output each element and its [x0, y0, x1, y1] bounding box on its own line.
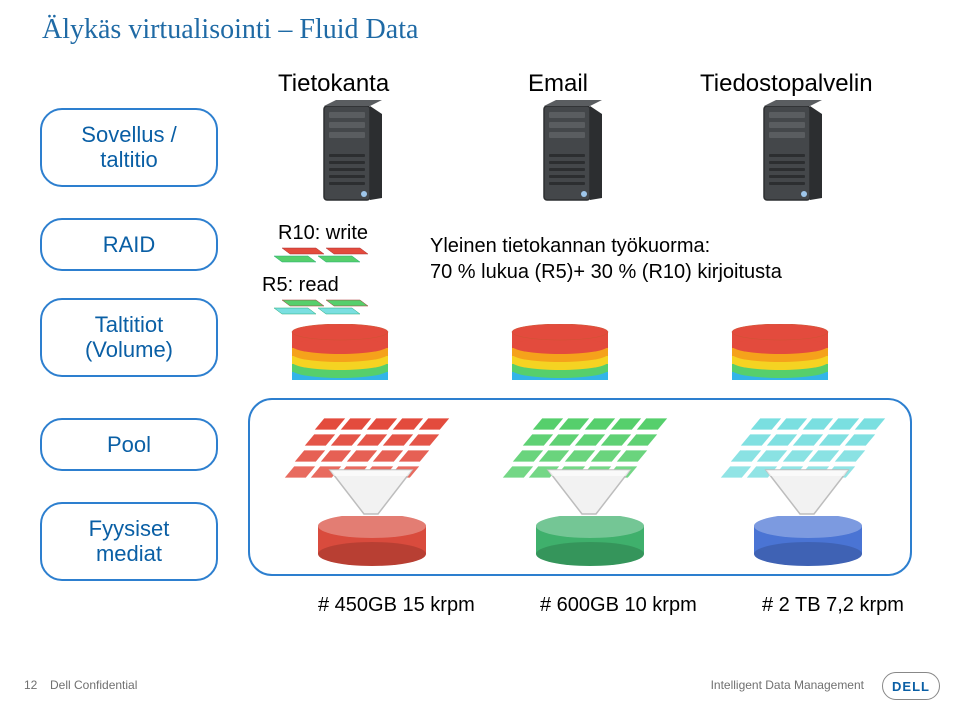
workload-line2: 70 % lukua (R5)+ 30 % (R10) kirjoitusta [430, 260, 782, 284]
footer-tagline: Intelligent Data Management [711, 678, 864, 692]
disk-c-label: # 2 TB 7,2 krpm [762, 594, 904, 617]
volume-mail-icon [510, 324, 610, 380]
pill-app: Sovellus / taltitio [40, 108, 218, 187]
disk-a-label: # 450GB 15 krpm [318, 594, 475, 617]
raid-write-icon [272, 246, 382, 270]
dell-logo-icon: DELL [882, 672, 940, 700]
col-file-label: Tiedostopalvelin [700, 70, 873, 98]
raid-read-label: R5: read [262, 274, 339, 297]
raid-write-label: R10: write [278, 222, 368, 245]
pill-pool: Pool [40, 418, 218, 471]
volume-file-icon [730, 324, 830, 380]
page-number: 12 [24, 678, 37, 692]
col-db-label: Tietokanta [278, 70, 389, 98]
workload-line1: Yleinen tietokannan työkuorma: [430, 234, 710, 258]
funnel-b-icon [544, 466, 634, 522]
disk-a-icon [314, 516, 430, 572]
raid-read-icon [272, 298, 382, 322]
funnel-a-icon [326, 466, 416, 522]
pill-media: Fyysiset mediat [40, 502, 218, 581]
volume-db-icon [290, 324, 390, 380]
col-mail-label: Email [528, 70, 588, 98]
disk-b-label: # 600GB 10 krpm [540, 594, 697, 617]
pill-vol: Taltitiot (Volume) [40, 298, 218, 377]
pill-raid: RAID [40, 218, 218, 271]
funnel-c-icon [762, 466, 852, 522]
server-mail-icon [518, 98, 608, 208]
server-file-icon [738, 98, 828, 208]
disk-b-icon [532, 516, 648, 572]
server-db-icon [298, 98, 388, 208]
page-title: Älykäs virtualisointi – Fluid Data [42, 14, 418, 46]
disk-c-icon [750, 516, 866, 572]
confidential-label: Dell Confidential [50, 678, 137, 692]
